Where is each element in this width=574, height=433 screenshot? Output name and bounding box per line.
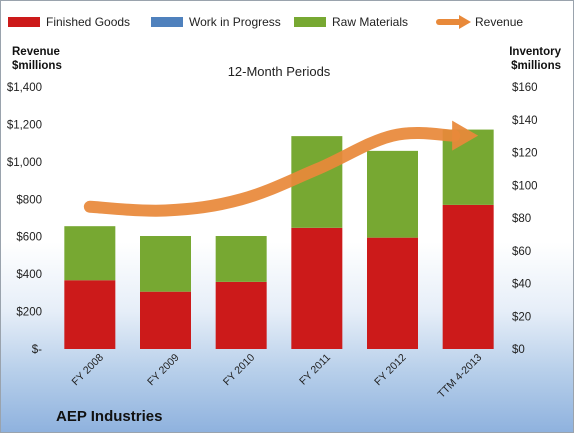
- left-tick-label: $1,400: [7, 82, 42, 94]
- category-label: FY 2010: [221, 352, 258, 389]
- left-axis-title-line2: $millions: [12, 60, 62, 72]
- bars: [64, 129, 494, 349]
- bar-finished-goods: [140, 291, 191, 349]
- bar-raw-materials: [140, 236, 191, 292]
- right-tick-label: $20: [512, 311, 531, 323]
- legend-item-work-in-progress: Work in Progress: [151, 15, 281, 29]
- right-axis-title-line1: Inventory: [509, 46, 561, 58]
- left-tick-label: $400: [16, 269, 42, 281]
- legend-swatch: [151, 17, 183, 27]
- bar-raw-materials: [442, 129, 494, 205]
- left-tick-label: $1,000: [7, 157, 42, 169]
- right-tick-label: $60: [512, 246, 531, 258]
- left-tick-label: $800: [16, 194, 42, 206]
- left-tick-label: $-: [32, 344, 42, 356]
- category-label: TTM 4-2013: [435, 352, 484, 401]
- category-label: FY 2008: [70, 352, 107, 389]
- legend-item-revenue: Revenue: [436, 15, 523, 29]
- right-tick-label: $100: [512, 180, 538, 192]
- revenue-line: [83, 126, 461, 217]
- legend-item-finished-goods: Finished Goods: [8, 15, 130, 29]
- legend: Finished Goods Work in Progress Raw Materi…: [8, 15, 523, 29]
- left-tick-label: $1,200: [7, 119, 42, 131]
- legend-label: Revenue: [475, 15, 523, 29]
- legend-item-raw-materials: Raw Materials: [294, 15, 408, 29]
- legend-label: Raw Materials: [332, 15, 408, 29]
- bar-raw-materials: [64, 226, 116, 281]
- bar-raw-materials: [215, 236, 267, 282]
- legend-swatch: [294, 17, 326, 27]
- category-label: FY 2009: [145, 352, 182, 389]
- bar-finished-goods: [367, 237, 418, 349]
- category-labels: FY 2008 FY 2009 FY 2010 FY 2011 FY 2012 TTM 4…: [70, 352, 485, 401]
- right-tick-label: $0: [512, 344, 525, 356]
- chart-subtitle: 12-Month Periods: [228, 64, 331, 79]
- left-axis-ticks: $- $200 $400 $600 $800 $1,000 $1,200 $1,400: [7, 82, 42, 356]
- legend-swatch-arrowhead: [459, 15, 471, 29]
- left-tick-label: $600: [16, 232, 42, 244]
- revenue-series: [83, 120, 479, 217]
- category-label: FY 2011: [297, 352, 333, 388]
- right-tick-label: $160: [512, 82, 538, 94]
- right-tick-label: $120: [512, 148, 538, 160]
- category-label: FY 2012: [372, 352, 409, 389]
- legend-label: Work in Progress: [189, 15, 281, 29]
- company-name: AEP Industries: [56, 408, 162, 425]
- right-tick-label: $40: [512, 279, 531, 291]
- legend-swatch: [8, 17, 40, 27]
- right-axis-title-line2: $millions: [511, 60, 561, 72]
- legend-label: Finished Goods: [46, 15, 130, 29]
- bar-finished-goods: [64, 280, 116, 349]
- bar-finished-goods: [442, 204, 494, 349]
- bar-raw-materials: [367, 150, 418, 238]
- bar-finished-goods: [215, 281, 267, 349]
- right-tick-label: $140: [512, 115, 538, 127]
- left-axis-title-line1: Revenue: [12, 46, 60, 58]
- left-tick-label: $200: [16, 307, 42, 319]
- revenue-arrowhead: [452, 120, 479, 151]
- bar-finished-goods: [291, 227, 343, 349]
- right-axis-ticks: $0 $20 $40 $60 $80 $100 $120 $140 $160: [512, 82, 538, 356]
- right-tick-label: $80: [512, 213, 531, 225]
